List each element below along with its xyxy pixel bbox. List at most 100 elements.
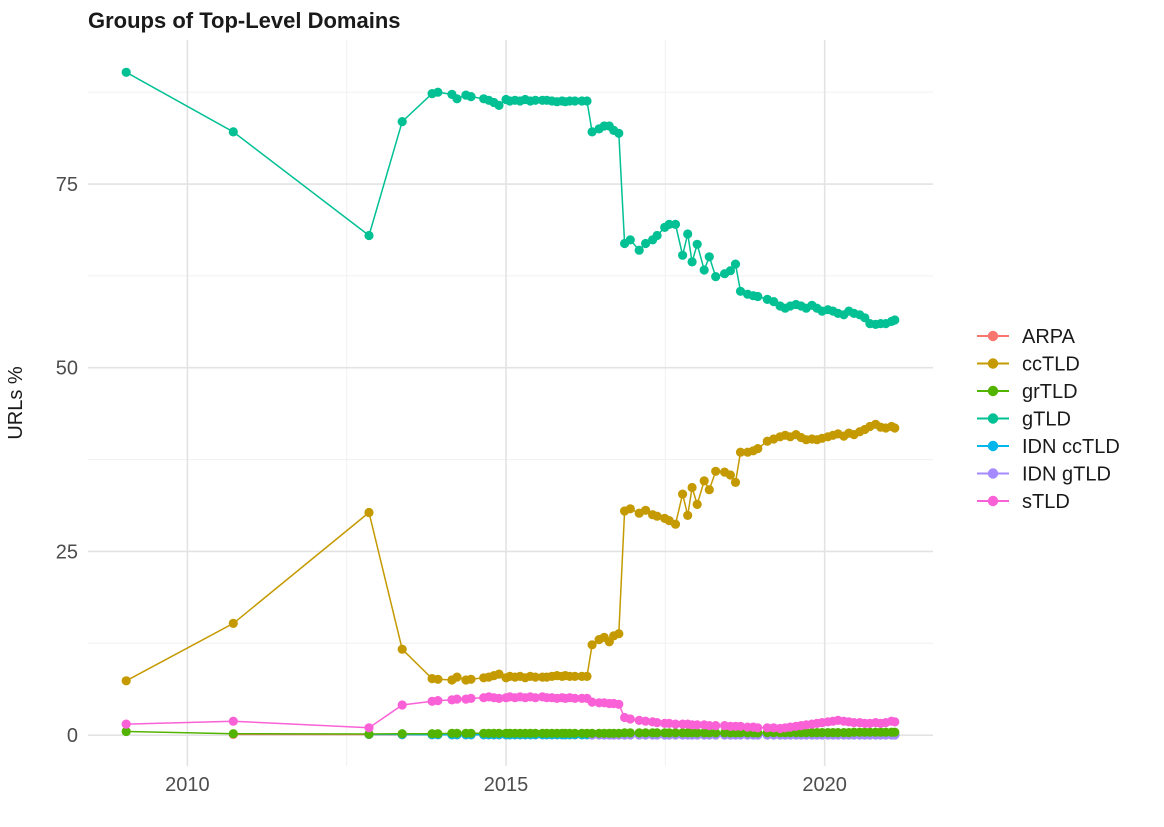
data-point xyxy=(466,674,476,684)
legend-key-dot xyxy=(987,330,999,342)
y-axis-label: URLs % xyxy=(5,366,27,440)
data-point xyxy=(704,728,714,738)
data-point xyxy=(570,693,580,704)
data-point xyxy=(466,693,476,704)
data-point xyxy=(670,728,681,738)
legend-key-dot xyxy=(987,440,999,452)
data-point xyxy=(452,728,462,738)
data-point xyxy=(397,644,407,654)
data-point xyxy=(587,127,597,137)
legend-label: grTLD xyxy=(1022,381,1078,403)
data-point xyxy=(692,728,702,738)
data-point xyxy=(614,128,624,138)
data-point xyxy=(494,669,504,679)
data-point xyxy=(652,728,662,738)
data-point xyxy=(652,718,662,728)
data-point xyxy=(433,87,443,97)
data-point xyxy=(530,672,541,682)
data-point xyxy=(704,485,714,495)
legend-entry-grtld: grTLD xyxy=(977,381,1078,403)
data-point xyxy=(735,721,746,731)
data-point xyxy=(494,693,504,704)
data-point xyxy=(397,729,407,739)
data-point xyxy=(699,265,709,275)
data-point xyxy=(397,117,407,127)
x-tick-label: 2010 xyxy=(165,774,210,796)
data-point xyxy=(494,100,504,110)
y-tick-label: 0 xyxy=(67,725,78,747)
legend-entry-gtld: gTLD xyxy=(977,409,1071,431)
data-point xyxy=(530,693,541,703)
data-point xyxy=(587,640,597,650)
data-point xyxy=(121,719,131,729)
y-tick-label: 50 xyxy=(56,358,78,380)
data-point xyxy=(670,719,681,729)
data-point xyxy=(652,230,662,241)
data-point xyxy=(228,729,238,739)
data-point xyxy=(678,250,688,260)
data-point xyxy=(641,238,651,249)
data-point xyxy=(678,489,688,499)
data-point xyxy=(641,716,651,726)
data-point xyxy=(634,245,644,255)
data-point xyxy=(634,728,644,738)
data-point xyxy=(704,721,714,731)
data-point xyxy=(625,504,635,514)
data-point xyxy=(587,697,597,707)
series-cctld xyxy=(121,419,900,686)
data-point xyxy=(890,315,900,325)
data-point xyxy=(582,671,592,682)
data-point xyxy=(725,266,736,276)
data-point xyxy=(452,672,462,682)
data-point xyxy=(466,92,476,102)
data-point xyxy=(753,444,763,454)
data-point xyxy=(397,700,407,710)
data-point xyxy=(664,219,674,229)
data-point xyxy=(641,505,651,515)
data-point xyxy=(687,257,697,267)
data-point xyxy=(735,286,746,296)
data-point xyxy=(228,716,238,726)
legend-entry-cctld: ccTLD xyxy=(977,354,1080,376)
data-point xyxy=(625,714,635,724)
data-point xyxy=(570,671,580,682)
data-series xyxy=(121,67,900,740)
chart-title: Groups of Top-Level Domains xyxy=(88,8,401,33)
data-point xyxy=(582,96,592,106)
y-tick-label: 25 xyxy=(56,541,78,563)
legend-key-dot xyxy=(987,358,999,369)
legend-entry-arpa: ARPA xyxy=(977,326,1076,348)
data-point xyxy=(452,694,462,704)
legend-label: ccTLD xyxy=(1022,354,1080,376)
series-line xyxy=(125,423,896,682)
legend-label: sTLD xyxy=(1022,491,1070,513)
data-point xyxy=(670,219,681,229)
data-point xyxy=(670,519,681,529)
data-point xyxy=(769,297,779,307)
x-axis-tick-labels: 2010 2015 2020 xyxy=(165,774,847,796)
data-point xyxy=(683,229,693,239)
legend-label: IDN ccTLD xyxy=(1022,436,1120,458)
y-axis-tick-labels: 0 25 50 75 xyxy=(56,174,78,747)
x-tick-label: 2020 xyxy=(802,774,847,796)
data-point xyxy=(711,721,721,731)
data-point xyxy=(228,127,238,137)
data-point xyxy=(735,728,746,738)
series-gtld xyxy=(121,67,900,329)
data-point xyxy=(433,674,443,684)
data-point xyxy=(683,510,693,520)
data-point xyxy=(121,67,131,77)
data-point xyxy=(433,696,443,706)
data-point xyxy=(692,720,702,730)
data-point xyxy=(364,507,374,518)
legend-key-dot xyxy=(987,385,999,397)
data-point xyxy=(625,728,635,738)
data-point xyxy=(228,618,238,629)
legend-key-dot xyxy=(987,413,999,424)
data-point xyxy=(641,728,651,738)
data-point xyxy=(452,94,462,104)
y-tick-label: 75 xyxy=(56,174,78,196)
data-point xyxy=(494,728,504,738)
